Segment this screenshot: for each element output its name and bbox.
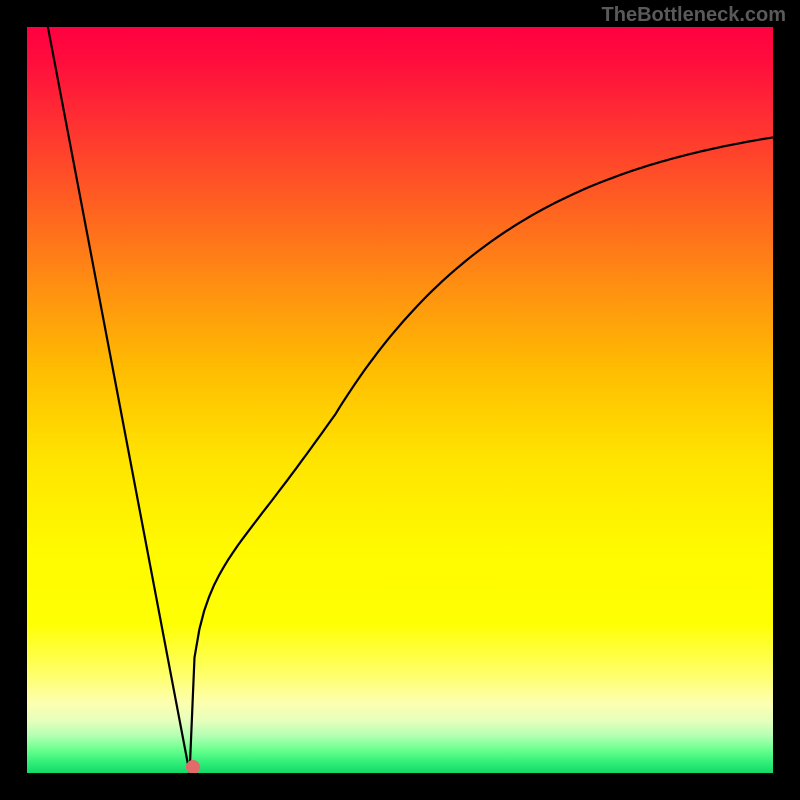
bottleneck-curve xyxy=(27,27,773,773)
watermark-text: TheBottleneck.com xyxy=(602,4,786,27)
plot-area xyxy=(27,27,773,773)
optimal-point-marker xyxy=(186,760,200,773)
